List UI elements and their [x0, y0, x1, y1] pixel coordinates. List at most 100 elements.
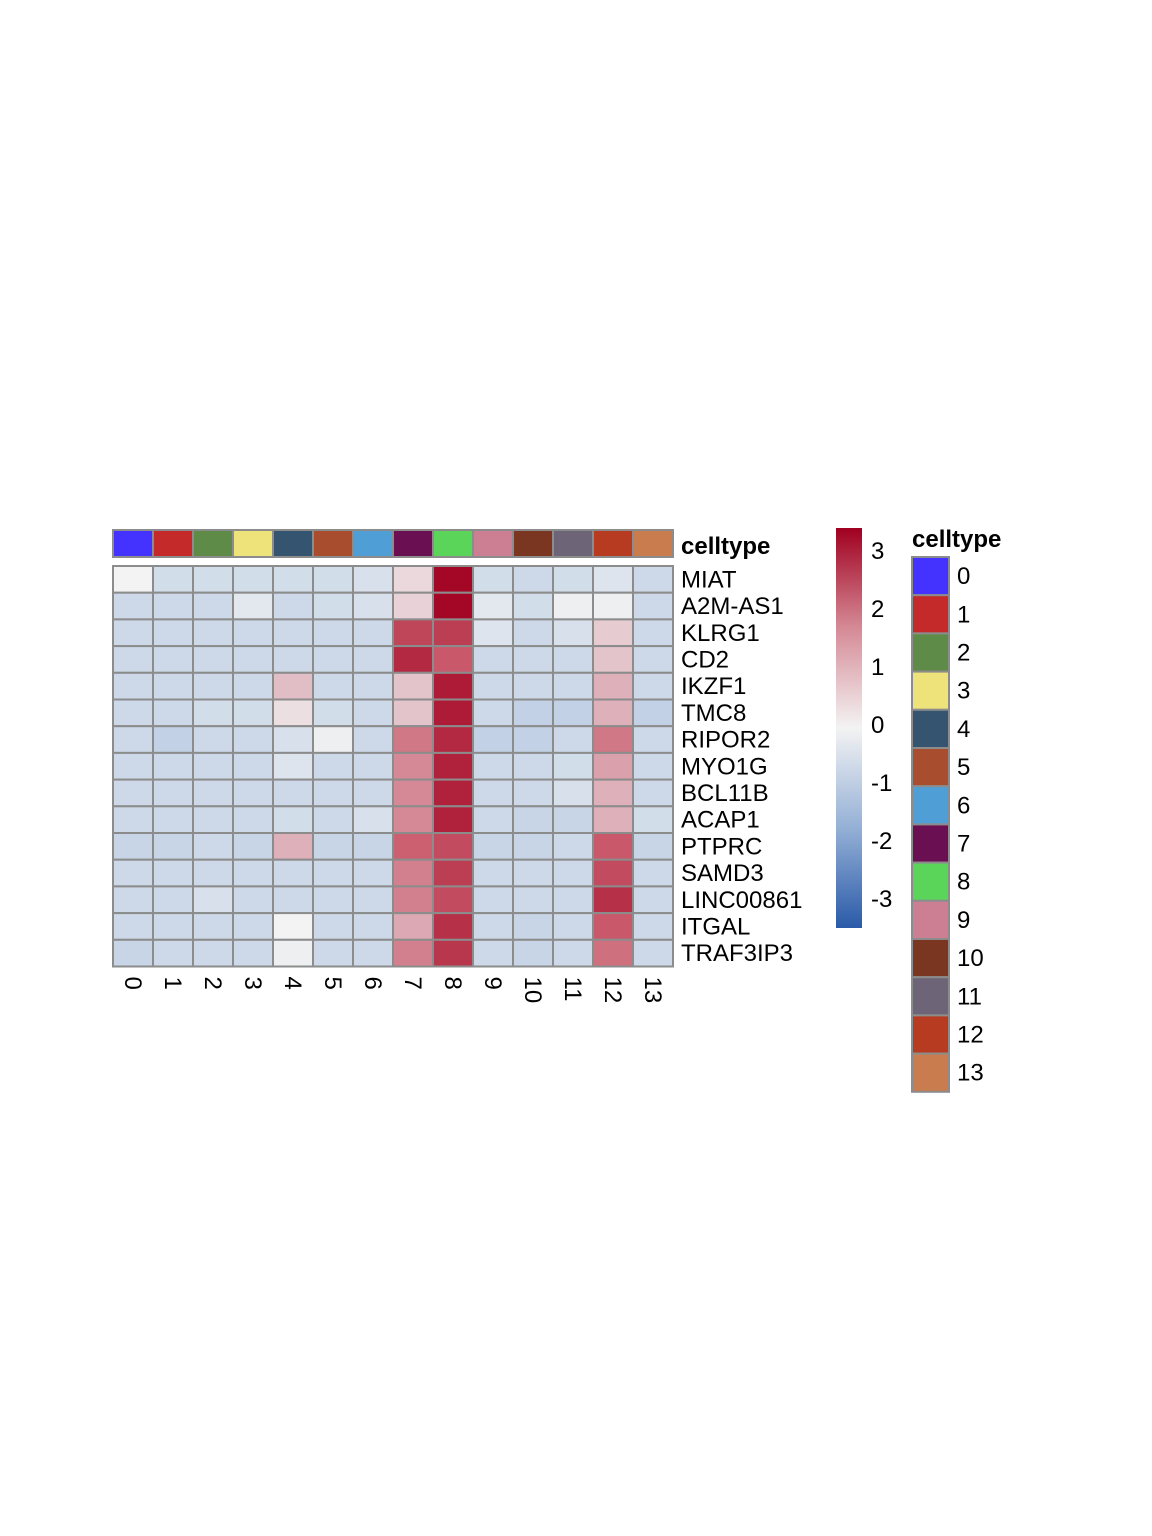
heatmap-cell — [112, 805, 154, 834]
column-labels: 0 1 2 3 4 5 6 7 8 9 10 11 12 13 — [119, 977, 666, 1004]
heatmap-cell — [352, 751, 394, 781]
heatmap-cell — [472, 591, 514, 621]
heatmap-cell — [312, 565, 354, 594]
heatmap-cell — [432, 885, 474, 915]
heatmap-cell — [352, 565, 394, 594]
heatmap-cell — [352, 671, 394, 701]
heatmap-cell — [312, 912, 354, 941]
heatmap-cell — [272, 912, 314, 941]
legend-swatch — [911, 632, 950, 673]
annotation-cell — [632, 529, 674, 558]
heatmap-cell — [112, 912, 154, 941]
heatmap-cell — [312, 778, 354, 808]
heatmap-cell — [112, 645, 154, 674]
heatmap-cell — [632, 591, 674, 621]
heatmap-cell — [272, 805, 314, 834]
legend-label: 1 — [957, 601, 970, 628]
heatmap-cell — [272, 858, 314, 888]
heatmap-cell — [352, 912, 394, 941]
heatmap-cell — [432, 912, 474, 941]
heatmap-cell — [592, 805, 634, 834]
heatmap-cell — [512, 912, 554, 941]
annotation-label: celltype — [681, 533, 770, 560]
legend-label: 12 — [957, 1022, 984, 1049]
legend-swatch — [911, 1052, 950, 1093]
heatmap-cell — [552, 591, 594, 621]
heatmap-cell — [392, 885, 434, 915]
heatmap-cell — [232, 725, 274, 754]
heatmap-cell — [472, 832, 514, 861]
heatmap-cell — [432, 832, 474, 861]
heatmap-cell — [592, 645, 634, 674]
annotation-cell — [192, 529, 234, 558]
annotation-cell — [232, 529, 274, 558]
heatmap-cell — [272, 832, 314, 861]
heatmap-cell — [352, 938, 394, 968]
heatmap-cell — [392, 751, 434, 781]
legend-swatch — [911, 976, 950, 1017]
legend-title: celltype — [912, 526, 1001, 553]
colorbar-tick-label: -2 — [871, 828, 892, 855]
heatmap-cell — [272, 591, 314, 621]
heatmap-cell — [552, 618, 594, 648]
column-label: 4 — [279, 977, 306, 990]
heatmap-cell — [592, 832, 634, 861]
row-label: PTPRC — [681, 833, 762, 860]
heatmap-cell — [552, 751, 594, 781]
heatmap-cell — [552, 912, 594, 941]
heatmap-cell — [472, 645, 514, 674]
annotation-cell — [112, 529, 154, 558]
legend-swatch — [911, 747, 950, 788]
heatmap-cell — [352, 645, 394, 674]
heatmap-cell — [392, 805, 434, 834]
heatmap-cell — [192, 858, 234, 888]
heatmap-cell — [232, 591, 274, 621]
heatmap-cell — [232, 565, 274, 594]
heatmap-cell — [432, 858, 474, 888]
heatmap-cell — [232, 858, 274, 888]
heatmap-cell — [312, 832, 354, 861]
heatmap-cell — [152, 858, 194, 888]
heatmap-cell — [392, 725, 434, 754]
heatmap-cell — [552, 645, 594, 674]
legend-swatch — [911, 1014, 950, 1055]
heatmap-cell — [312, 645, 354, 674]
row-labels: MIATA2M-AS1KLRG1CD2IKZF1TMC8RIPOR2MYO1GB… — [681, 566, 802, 967]
heatmap-cell — [432, 698, 474, 728]
heatmap-grid — [112, 565, 674, 968]
heatmap-cell — [192, 805, 234, 834]
column-label: 12 — [599, 977, 626, 1004]
heatmap-cell — [272, 725, 314, 754]
heatmap-cell — [552, 938, 594, 968]
heatmap-cell — [272, 698, 314, 728]
heatmap-cell — [432, 591, 474, 621]
heatmap-cell — [592, 858, 634, 888]
heatmap-cell — [312, 885, 354, 915]
row-label: MIAT — [681, 566, 737, 593]
heatmap-cell — [472, 618, 514, 648]
annotation-cell — [472, 529, 514, 558]
heatmap-cell — [112, 938, 154, 968]
heatmap-cell — [192, 671, 234, 701]
heatmap-cell — [312, 725, 354, 754]
heatmap-cell — [232, 938, 274, 968]
heatmap-cell — [552, 565, 594, 594]
heatmap-cell — [112, 618, 154, 648]
heatmap-cell — [592, 698, 634, 728]
heatmap-cell — [432, 778, 474, 808]
heatmap-cell — [512, 618, 554, 648]
row-label: KLRG1 — [681, 620, 760, 647]
heatmap-cell — [392, 671, 434, 701]
heatmap-cell — [112, 671, 154, 701]
heatmap-cell — [152, 938, 194, 968]
heatmap-cell — [632, 938, 674, 968]
heatmap-cell — [472, 671, 514, 701]
colorbar-tick-label: -3 — [871, 886, 892, 913]
heatmap-cell — [512, 698, 554, 728]
heatmap-cell — [152, 725, 194, 754]
colorbar-tick-label: 1 — [871, 654, 884, 681]
heatmap-cell — [512, 832, 554, 861]
legend-swatch — [911, 670, 950, 711]
heatmap-cell — [552, 885, 594, 915]
